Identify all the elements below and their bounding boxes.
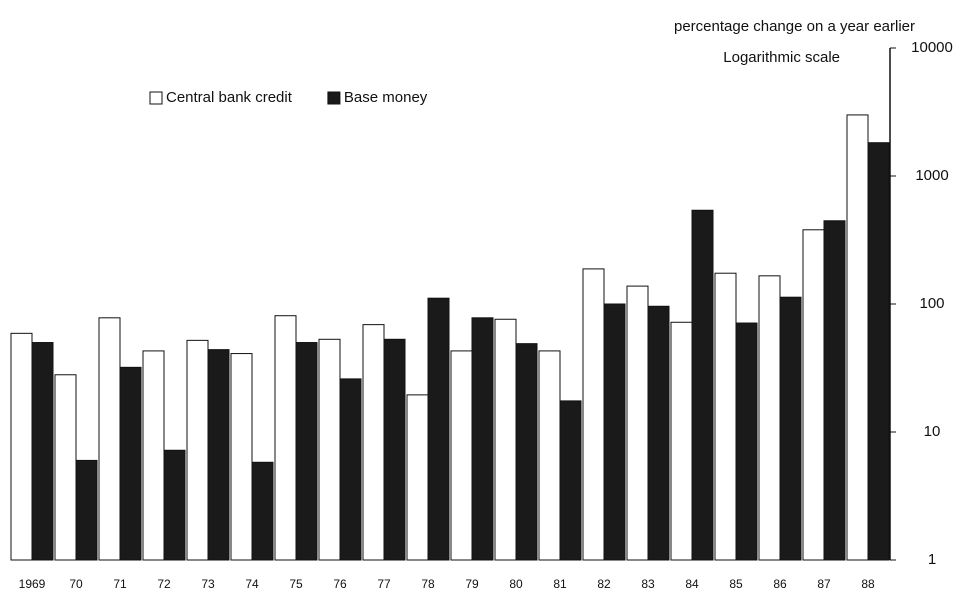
x-tick-label: 74 (245, 577, 259, 591)
bar (582, 268, 605, 561)
bar (207, 349, 230, 561)
bar (515, 343, 538, 561)
x-tick-label: 72 (157, 577, 171, 591)
x-tick-label: 84 (685, 577, 699, 591)
bar (427, 297, 450, 561)
x-tick-label: 83 (641, 577, 655, 591)
x-tick-label: 82 (597, 577, 611, 591)
bar (339, 378, 362, 561)
x-tick-label: 71 (113, 577, 127, 591)
bar (119, 366, 142, 561)
bar (758, 275, 781, 561)
bar (846, 114, 869, 561)
x-tick-label: 86 (773, 577, 787, 591)
legend-label: Central bank credit (166, 89, 293, 106)
y-tick-label: 10000 (911, 39, 953, 56)
bar (802, 229, 825, 561)
bar (714, 272, 737, 561)
bar (647, 305, 670, 561)
bar (318, 338, 341, 561)
bar (98, 317, 121, 561)
bar (230, 353, 253, 561)
y-tick-label: 1000 (915, 167, 948, 184)
x-tick-label: 85 (729, 577, 743, 591)
bar (603, 303, 626, 561)
x-tick-label: 1969 (19, 577, 46, 591)
chart-subtitle: Logarithmic scale (723, 49, 840, 66)
x-tick-label: 78 (421, 577, 435, 591)
bar (735, 322, 758, 561)
x-tick-label: 75 (289, 577, 303, 591)
legend-swatch (149, 91, 163, 105)
bar (10, 332, 33, 561)
bar (142, 350, 165, 561)
bar (362, 324, 385, 561)
bar (54, 374, 77, 561)
bar (274, 315, 297, 561)
x-tick-label: 79 (465, 577, 479, 591)
bar (538, 350, 561, 561)
x-tick-label: 81 (553, 577, 567, 591)
bar (626, 285, 649, 561)
x-tick-label: 73 (201, 577, 215, 591)
y-tick-label: 10 (924, 423, 941, 440)
bar (691, 209, 714, 561)
x-tick-label: 80 (509, 577, 523, 591)
legend-swatch (327, 91, 341, 105)
legend-label: Base money (344, 89, 428, 106)
bar (383, 338, 406, 561)
bar (406, 394, 429, 561)
x-tick-label: 76 (333, 577, 347, 591)
x-tick-label: 87 (817, 577, 831, 591)
bar (163, 449, 186, 561)
bar (559, 400, 582, 561)
bar (31, 342, 54, 561)
bar (670, 321, 693, 561)
bar (450, 350, 473, 561)
bar (867, 142, 890, 561)
bar (295, 342, 318, 561)
bar (471, 317, 494, 561)
bar (823, 220, 846, 561)
bar (186, 339, 209, 561)
bar (251, 461, 274, 561)
x-tick-label: 70 (69, 577, 83, 591)
y-tick-label: 100 (919, 295, 944, 312)
x-tick-label: 88 (861, 577, 875, 591)
y-tick-label: 1 (928, 551, 936, 568)
x-tick-label: 77 (377, 577, 391, 591)
bar (779, 296, 802, 561)
chart-title: percentage change on a year earlier (674, 18, 915, 35)
bar (494, 318, 517, 561)
bar (75, 459, 98, 561)
